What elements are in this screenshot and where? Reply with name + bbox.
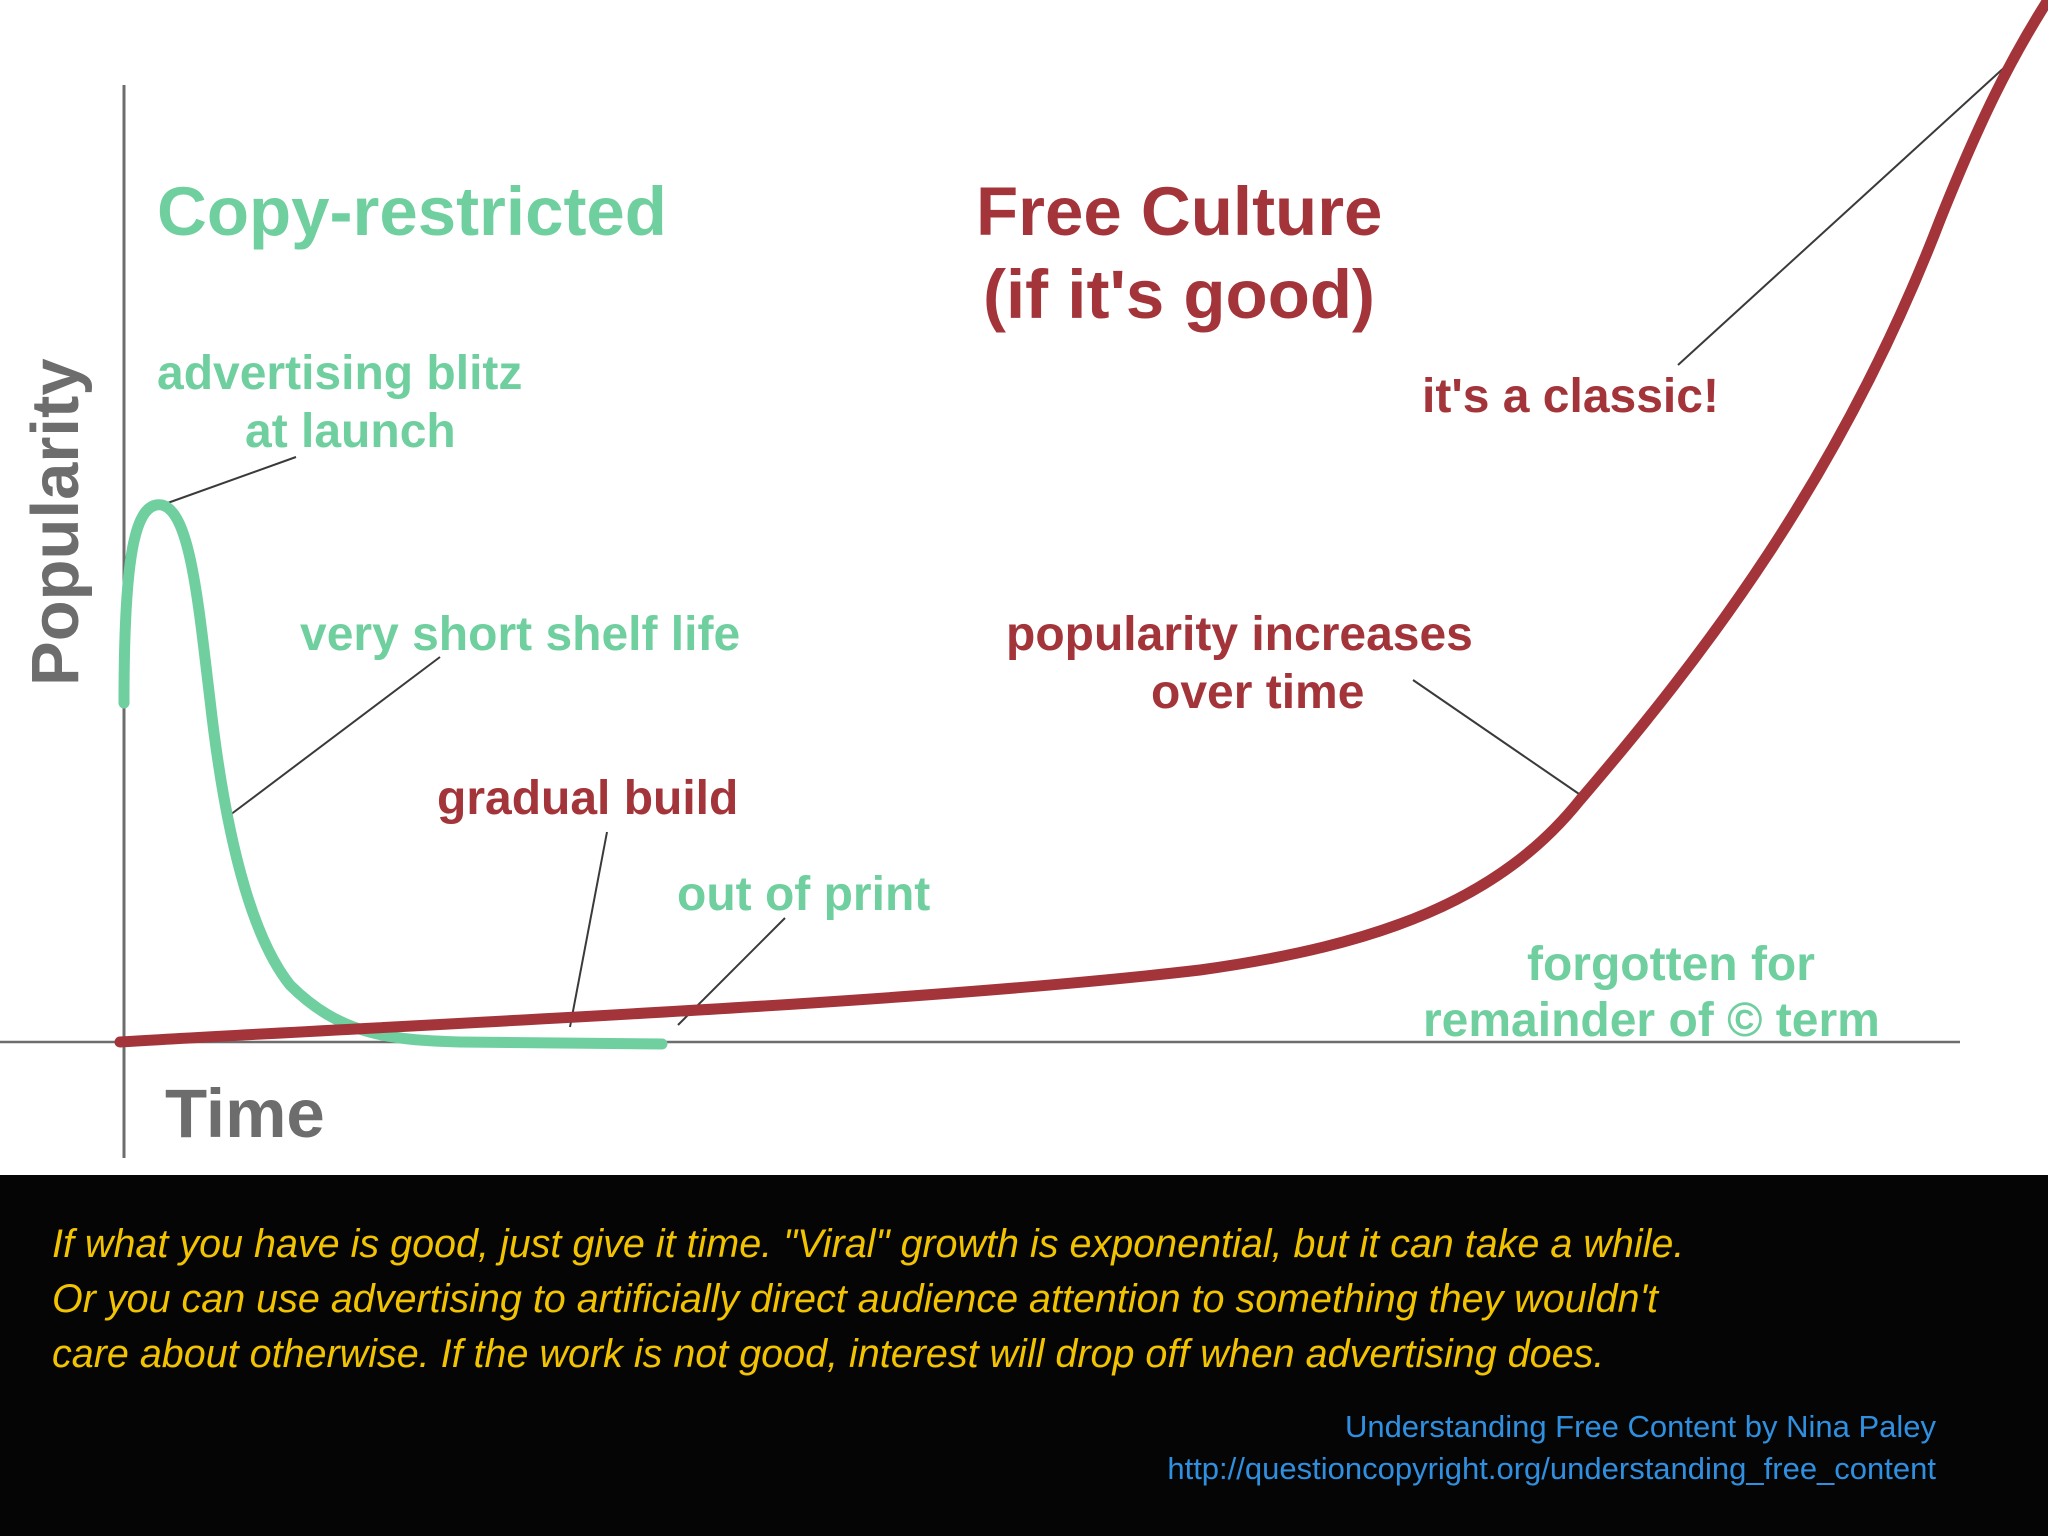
short-shelf-life-label: very short shelf life	[300, 608, 740, 661]
x-axis-label: Time	[165, 1075, 325, 1152]
popularity-diagram: Popularity Time Copy-restricted Free Cul…	[0, 0, 2048, 1158]
forgotten-label-line1: forgotten for	[1527, 938, 1815, 991]
diagram-canvas: Popularity Time Copy-restricted Free Cul…	[0, 0, 2048, 1158]
classic-label: it's a classic!	[1422, 370, 1719, 423]
forgotten-label-line2: remainder of © term	[1423, 994, 1880, 1047]
credit-title: Understanding Free Content by Nina Paley	[1344, 1409, 1936, 1444]
free-culture-title-line2: (if it's good)	[983, 256, 1375, 333]
caption-line: If what you have is good, just give it t…	[52, 1222, 1685, 1266]
leader-advertising-blitz	[161, 456, 297, 506]
free-culture-curve	[114, 0, 2048, 1048]
advertising-blitz-label-line2: at launch	[245, 405, 456, 458]
leader-popularity-increases	[1412, 679, 1583, 797]
y-axis-label: Popularity	[18, 358, 93, 686]
out-of-print-label: out of print	[677, 868, 930, 921]
gradual-build-label: gradual build	[437, 772, 738, 825]
copy-restricted-title: Copy-restricted	[157, 173, 667, 250]
leader-classic	[1677, 54, 2019, 366]
caption-line: Or you can use advertising to artificial…	[52, 1277, 1658, 1321]
popularity-increases-label-line1: popularity increases	[1006, 608, 1473, 661]
credit-url[interactable]: http://questioncopyright.org/understandi…	[1167, 1451, 1936, 1486]
copy-restricted-curve	[118, 499, 668, 1050]
leader-short-shelf-life	[229, 656, 441, 816]
caption-line: care about otherwise. If the work is not…	[52, 1332, 1605, 1376]
caption: If what you have is good, just give it t…	[52, 1217, 2012, 1382]
popularity-increases-label-line2: over time	[1151, 666, 1364, 719]
advertising-blitz-label-line1: advertising blitz	[157, 347, 522, 400]
free-culture-title-line1: Free Culture	[976, 173, 1382, 250]
leader-gradual-build	[569, 831, 608, 1028]
caption-band: If what you have is good, just give it t…	[0, 1175, 2048, 1536]
